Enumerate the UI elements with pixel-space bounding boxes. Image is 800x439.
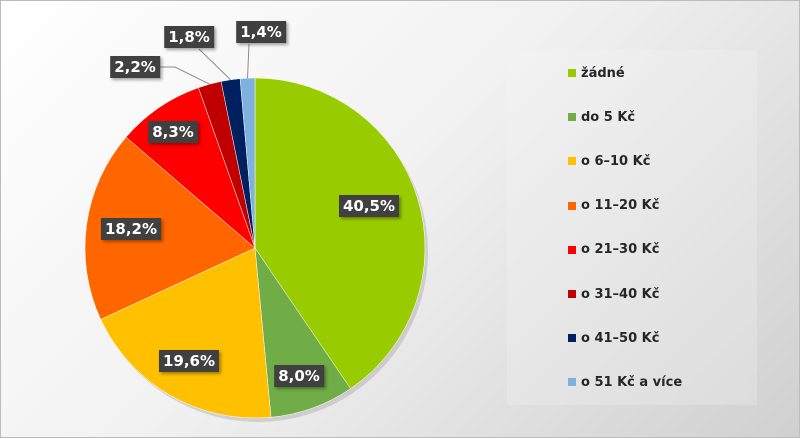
legend-label: o 21–30 Kč [581,242,660,258]
legend-item-1: do 5 Kč [568,109,635,125]
leader-line-6 [198,48,231,81]
legend-label: o 31–40 Kč [581,286,660,302]
legend-item-4: o 21–30 Kč [568,242,659,258]
legend-item-7: o 51 Kč a více [568,374,682,390]
data-label-0: 40,5% [338,195,400,217]
leader-line-7 [247,43,250,79]
data-label-4: 8,3% [148,121,198,143]
pie-slice-3 [84,136,256,320]
legend-item-3: o 11–20 Kč [568,198,659,214]
legend-label: o 51 Kč a více [581,374,683,390]
legend-item-0: žádné [568,65,625,81]
legend-label: o 41–50 Kč [581,330,660,346]
data-label-7: 1,4% [236,21,286,43]
leader-line-5 [157,66,210,85]
legend-item-6: o 41–50 Kč [568,330,659,346]
data-label-5: 2,2% [110,56,160,78]
legend-item-5: o 31–40 Kč [568,286,659,302]
legend-label: o 11–20 Kč [581,198,660,214]
data-label-1: 8,0% [274,365,324,387]
legend: žádné do 5 Kč o 6–10 Kč o 11–20 Kč o 21–30 K… [507,50,757,405]
legend-label: do 5 Kč [581,109,636,125]
legend-item-2: o 6–10 Kč [568,153,650,169]
data-label-2: 19,6% [158,350,220,372]
legend-swatch [568,157,576,166]
legend-swatch [568,69,576,77]
legend-label: žádné [581,65,625,81]
legend-swatch [568,113,576,122]
legend-swatch [568,201,576,210]
data-label-3: 18,2% [100,218,162,240]
legend-swatch [568,290,576,298]
legend-swatch [568,245,576,254]
pie-slice-0 [254,77,426,389]
pie-slice-7 [239,77,256,249]
legend-label: o 6–10 Kč [581,153,651,169]
data-label-6: 1,8% [164,26,214,48]
legend-swatch [568,378,576,387]
pie-slice-2 [100,247,272,419]
legend-swatch [568,334,576,343]
